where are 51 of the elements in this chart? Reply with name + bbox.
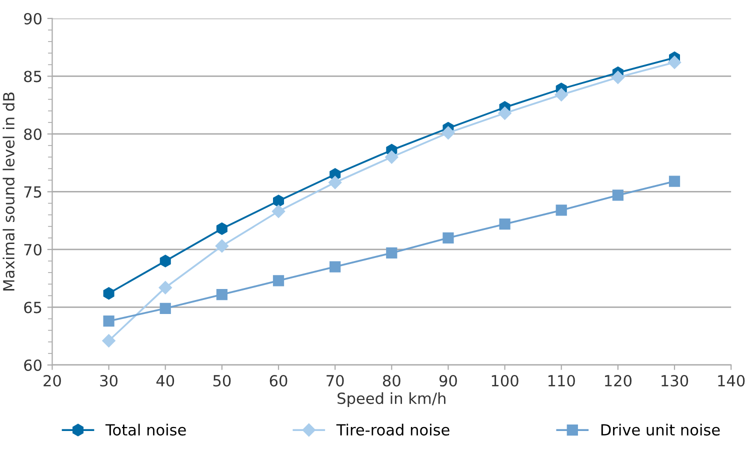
x-tick-label: 20 <box>44 374 61 387</box>
x-tick-label: 110 <box>548 374 575 387</box>
point <box>272 204 286 218</box>
y-tick-label: 80 <box>24 128 42 140</box>
point <box>499 218 510 230</box>
y-tick-label: 85 <box>24 70 42 82</box>
x-tick-label: 70 <box>326 374 344 387</box>
point <box>385 150 398 164</box>
y-tick-label: 60 <box>24 359 42 371</box>
point <box>103 316 114 327</box>
x-tick-label: 140 <box>718 374 745 387</box>
point <box>328 176 342 190</box>
point <box>216 222 228 235</box>
y-tick-label: 90 <box>24 12 42 24</box>
point <box>330 261 341 272</box>
point <box>386 247 398 258</box>
x-tick-label: 100 <box>492 374 518 387</box>
x-axis-title: Speed in km/h <box>338 392 446 408</box>
y-tick-label: 70 <box>24 244 42 256</box>
x-tick-label: 30 <box>100 374 118 387</box>
point <box>442 126 455 140</box>
point <box>442 232 454 244</box>
point <box>160 302 171 314</box>
point <box>668 56 682 69</box>
x-tick-label: 60 <box>270 374 288 387</box>
x-tick-label: 130 <box>662 374 688 387</box>
point <box>554 88 568 102</box>
point <box>216 288 228 300</box>
point <box>160 254 171 268</box>
point <box>102 334 116 348</box>
y-tick-label: 65 <box>24 302 42 314</box>
x-tick-label: 40 <box>156 374 174 387</box>
point <box>215 239 229 253</box>
point <box>272 275 284 286</box>
legend-label: Drive unit noise <box>601 424 720 436</box>
point <box>612 190 624 201</box>
point <box>668 176 680 187</box>
point <box>158 281 172 294</box>
y-tick-label: 75 <box>24 186 42 198</box>
x-tick-label: 90 <box>439 374 457 387</box>
legend-label: Total noise <box>105 424 186 436</box>
point <box>273 194 284 208</box>
point <box>556 204 567 216</box>
point <box>103 287 114 300</box>
legend-label: Tire-road noise <box>336 424 450 436</box>
x-tick-label: 120 <box>605 374 632 387</box>
point <box>498 106 512 120</box>
point <box>611 70 625 84</box>
y-axis-title: Maximal sound level in dB <box>2 92 15 291</box>
x-tick-label: 50 <box>213 374 231 387</box>
x-tick-label: 80 <box>382 374 400 387</box>
